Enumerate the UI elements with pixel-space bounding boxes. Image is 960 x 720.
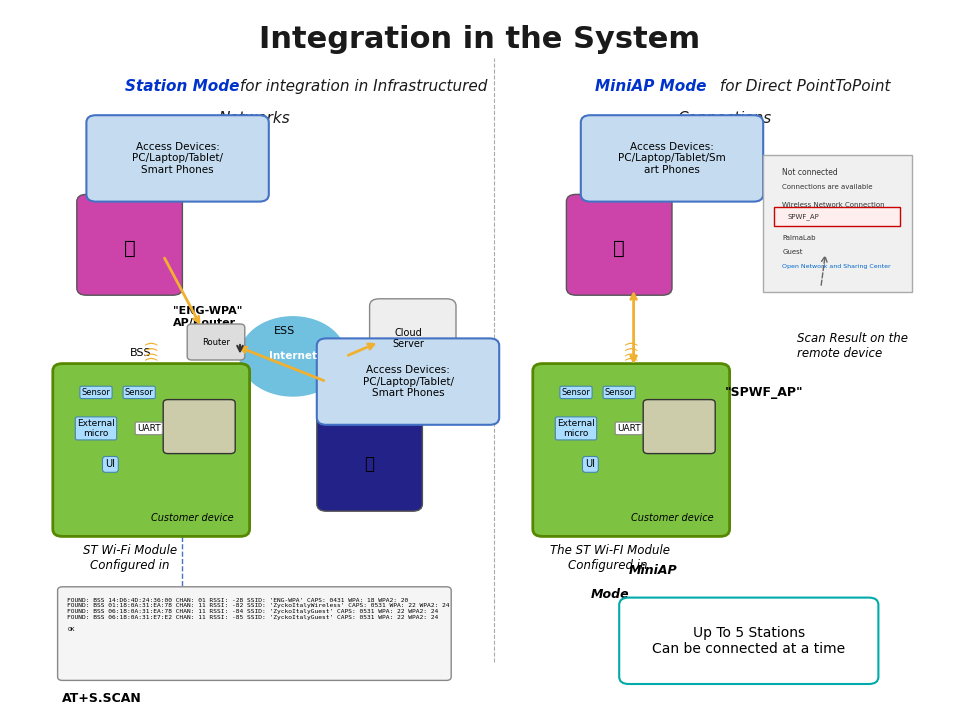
Circle shape: [240, 317, 346, 396]
FancyBboxPatch shape: [566, 194, 672, 295]
Text: UI: UI: [586, 459, 595, 469]
FancyBboxPatch shape: [774, 207, 900, 226]
Text: Guest: Guest: [782, 249, 803, 255]
Text: Scan Result on the
remote device: Scan Result on the remote device: [797, 332, 908, 359]
FancyBboxPatch shape: [187, 324, 245, 360]
Text: SPWF_AP: SPWF_AP: [787, 213, 819, 220]
Text: External
micro: External micro: [77, 419, 115, 438]
Text: Not connected: Not connected: [782, 168, 838, 177]
Text: Integration in the System: Integration in the System: [259, 25, 701, 54]
Text: Connections are available: Connections are available: [782, 184, 873, 190]
Text: Sensor: Sensor: [562, 388, 590, 397]
Text: )))): )))): [145, 338, 158, 360]
Text: PalmaLab: PalmaLab: [782, 235, 816, 240]
Text: ST Wi-Fi Module
Configured in: ST Wi-Fi Module Configured in: [83, 544, 177, 572]
Text: MiniAP Mode: MiniAP Mode: [595, 79, 707, 94]
Text: The ST Wi-FI Module
Configured in: The ST Wi-FI Module Configured in: [549, 544, 670, 572]
Text: UART: UART: [137, 424, 160, 433]
Text: Customer device: Customer device: [631, 513, 713, 523]
Text: Connections: Connections: [678, 112, 772, 126]
Text: Customer device: Customer device: [151, 513, 233, 523]
FancyBboxPatch shape: [86, 115, 269, 202]
Text: Wireless Network Connection: Wireless Network Connection: [782, 202, 885, 208]
Text: Access Devices:
PC/Laptop/Tablet/Sm
art Phones: Access Devices: PC/Laptop/Tablet/Sm art …: [618, 142, 726, 175]
Text: Networks: Networks: [219, 112, 290, 126]
FancyBboxPatch shape: [77, 194, 182, 295]
FancyBboxPatch shape: [643, 400, 715, 454]
FancyBboxPatch shape: [58, 587, 451, 680]
FancyBboxPatch shape: [317, 410, 422, 511]
Text: BSS: BSS: [130, 348, 152, 358]
FancyBboxPatch shape: [317, 338, 499, 425]
Text: AT+S.SCAN: AT+S.SCAN: [62, 692, 142, 705]
Text: 📱: 📱: [124, 239, 135, 258]
FancyBboxPatch shape: [763, 155, 912, 292]
Text: Station  Mode: Station Mode: [81, 588, 179, 600]
Text: Router: Router: [202, 338, 230, 346]
Text: Mode: Mode: [590, 588, 629, 600]
FancyBboxPatch shape: [581, 115, 763, 202]
Text: 📱: 📱: [613, 239, 625, 258]
Text: Access Devices:
PC/Laptop/Tablet/
Smart Phones: Access Devices: PC/Laptop/Tablet/ Smart …: [132, 142, 223, 175]
Text: External
micro: External micro: [557, 419, 595, 438]
Text: Sensor: Sensor: [605, 388, 634, 397]
Text: UART: UART: [617, 424, 640, 433]
Text: "SPWF_AP": "SPWF_AP": [725, 386, 804, 399]
Text: Internet: Internet: [269, 351, 317, 361]
Text: Cloud
Server: Cloud Server: [392, 328, 424, 349]
Text: Up To 5 Stations
Can be connected at a time: Up To 5 Stations Can be connected at a t…: [652, 626, 846, 656]
Text: Access Devices:
PC/Laptop/Tablet/
Smart Phones: Access Devices: PC/Laptop/Tablet/ Smart …: [363, 365, 453, 398]
Text: Sensor: Sensor: [82, 388, 110, 397]
Text: MiniAP: MiniAP: [629, 564, 677, 577]
Text: )))): )))): [625, 338, 638, 360]
FancyBboxPatch shape: [533, 364, 730, 536]
Text: Sensor: Sensor: [125, 388, 154, 397]
Text: ESS: ESS: [274, 326, 295, 336]
FancyBboxPatch shape: [370, 299, 456, 385]
FancyBboxPatch shape: [163, 400, 235, 454]
Text: UI: UI: [106, 459, 115, 469]
Text: for integration in Infrastructured: for integration in Infrastructured: [235, 79, 488, 94]
FancyBboxPatch shape: [619, 598, 878, 684]
Text: for Direct PointToPoint: for Direct PointToPoint: [715, 79, 891, 94]
Text: Station Mode: Station Mode: [125, 79, 239, 94]
Text: Open Network and Sharing Center: Open Network and Sharing Center: [782, 264, 891, 269]
Text: 📱: 📱: [365, 456, 374, 474]
FancyBboxPatch shape: [53, 364, 250, 536]
Text: FOUND: BSS 14:D6:4D:24:36:00 CHAN: 01 RSSI: -28 SSID: 'ENG-WPA' CAPS: 0431 WPA: : FOUND: BSS 14:D6:4D:24:36:00 CHAN: 01 RS…: [67, 598, 449, 631]
Text: "ENG-WPA"
AP/Router: "ENG-WPA" AP/Router: [173, 306, 242, 328]
